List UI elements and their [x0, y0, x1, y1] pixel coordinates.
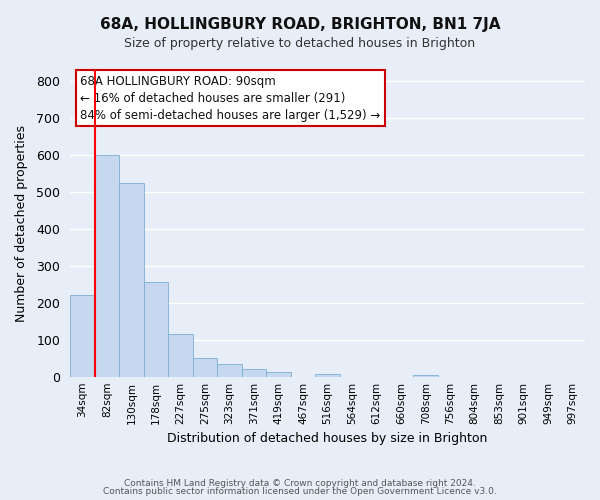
Bar [168, 334, 193, 376]
Bar [95, 155, 119, 376]
Text: Contains HM Land Registry data © Crown copyright and database right 2024.: Contains HM Land Registry data © Crown c… [124, 478, 476, 488]
Bar [193, 358, 217, 376]
Bar [413, 375, 438, 376]
Bar [70, 296, 95, 376]
Text: 68A, HOLLINGBURY ROAD, BRIGHTON, BN1 7JA: 68A, HOLLINGBURY ROAD, BRIGHTON, BN1 7JA [100, 18, 500, 32]
Text: Size of property relative to detached houses in Brighton: Size of property relative to detached ho… [124, 38, 476, 51]
Bar [266, 372, 291, 376]
Text: 68A HOLLINGBURY ROAD: 90sqm
← 16% of detached houses are smaller (291)
84% of se: 68A HOLLINGBURY ROAD: 90sqm ← 16% of det… [80, 74, 380, 122]
Y-axis label: Number of detached properties: Number of detached properties [15, 125, 28, 322]
Bar [143, 282, 168, 376]
Bar [119, 182, 143, 376]
Bar [242, 370, 266, 376]
Text: Contains public sector information licensed under the Open Government Licence v3: Contains public sector information licen… [103, 488, 497, 496]
Bar [217, 364, 242, 376]
Bar [315, 374, 340, 376]
X-axis label: Distribution of detached houses by size in Brighton: Distribution of detached houses by size … [167, 432, 488, 445]
